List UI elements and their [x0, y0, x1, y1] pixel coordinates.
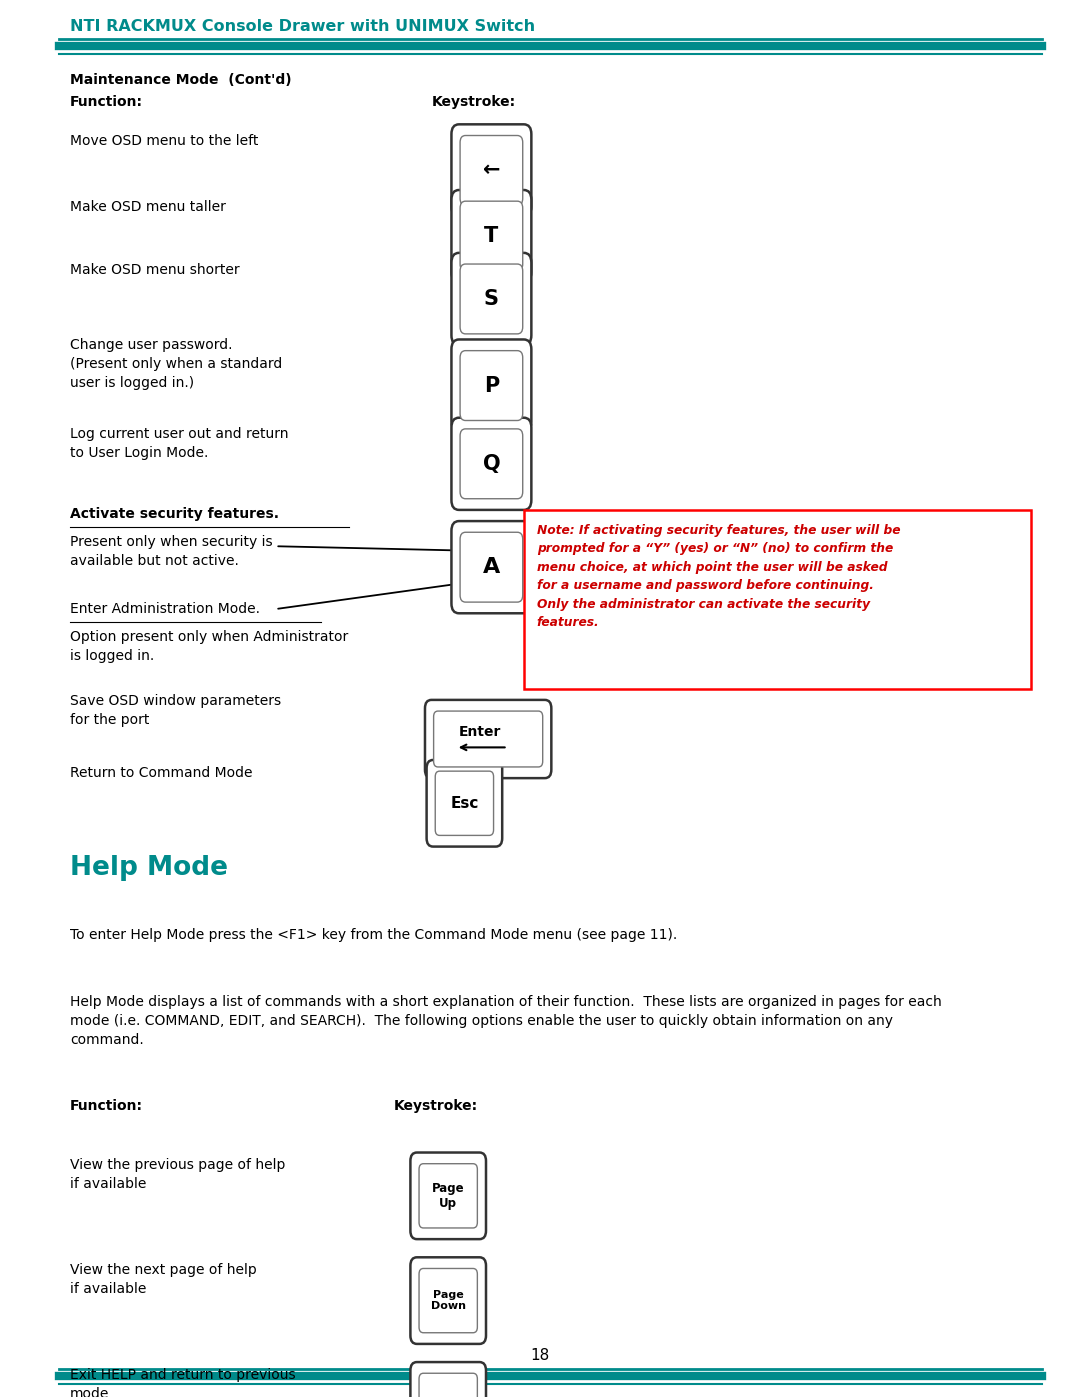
Text: Note: If activating security features, the user will be
prompted for a “Y” (yes): Note: If activating security features, t…: [537, 524, 901, 630]
Text: P: P: [484, 376, 499, 395]
Text: Page
Down: Page Down: [431, 1289, 465, 1312]
Text: A: A: [483, 557, 500, 577]
FancyBboxPatch shape: [419, 1164, 477, 1228]
Text: NTI RACKMUX Console Drawer with UNIMUX Switch: NTI RACKMUX Console Drawer with UNIMUX S…: [70, 18, 536, 34]
Text: ←: ←: [483, 161, 500, 180]
Text: Help Mode displays a list of commands with a short explanation of their function: Help Mode displays a list of commands wi…: [70, 995, 942, 1046]
FancyBboxPatch shape: [410, 1362, 486, 1397]
Text: Enter: Enter: [458, 725, 501, 739]
FancyBboxPatch shape: [427, 760, 502, 847]
FancyBboxPatch shape: [410, 1153, 486, 1239]
Text: Move OSD menu to the left: Move OSD menu to the left: [70, 134, 258, 148]
FancyBboxPatch shape: [426, 700, 551, 778]
FancyBboxPatch shape: [460, 351, 523, 420]
FancyBboxPatch shape: [451, 124, 531, 217]
FancyBboxPatch shape: [460, 201, 523, 271]
Text: Enter Administration Mode.: Enter Administration Mode.: [70, 602, 260, 616]
FancyBboxPatch shape: [460, 136, 523, 205]
Text: View the next page of help
if available: View the next page of help if available: [70, 1263, 257, 1296]
Text: Esc: Esc: [450, 796, 478, 810]
Text: Present only when security is
available but not active.: Present only when security is available …: [70, 535, 273, 569]
FancyBboxPatch shape: [451, 253, 531, 345]
FancyBboxPatch shape: [419, 1268, 477, 1333]
FancyBboxPatch shape: [451, 339, 531, 432]
Text: Keystroke:: Keystroke:: [432, 95, 516, 109]
Text: Make OSD menu taller: Make OSD menu taller: [70, 200, 226, 214]
Text: Function:: Function:: [70, 95, 144, 109]
Text: Help Mode: Help Mode: [70, 855, 228, 882]
Text: Activate security features.: Activate security features.: [70, 507, 280, 521]
Text: View the previous page of help
if available: View the previous page of help if availa…: [70, 1158, 285, 1192]
FancyBboxPatch shape: [434, 711, 543, 767]
FancyBboxPatch shape: [410, 1257, 486, 1344]
FancyBboxPatch shape: [451, 521, 531, 613]
Text: S: S: [484, 289, 499, 309]
FancyBboxPatch shape: [524, 510, 1031, 689]
FancyBboxPatch shape: [451, 190, 531, 282]
Text: Page
Up: Page Up: [432, 1182, 464, 1210]
FancyBboxPatch shape: [460, 264, 523, 334]
FancyBboxPatch shape: [460, 532, 523, 602]
Text: T: T: [484, 226, 499, 246]
FancyBboxPatch shape: [419, 1373, 477, 1397]
FancyBboxPatch shape: [451, 418, 531, 510]
Text: Change user password.
(Present only when a standard
user is logged in.): Change user password. (Present only when…: [70, 338, 283, 390]
Text: Keystroke:: Keystroke:: [394, 1099, 478, 1113]
Text: Save OSD window parameters
for the port: Save OSD window parameters for the port: [70, 694, 281, 728]
Text: Return to Command Mode: Return to Command Mode: [70, 766, 253, 780]
Text: Make OSD menu shorter: Make OSD menu shorter: [70, 263, 240, 277]
Text: 18: 18: [530, 1348, 550, 1363]
Text: Function:: Function:: [70, 1099, 144, 1113]
Text: Q: Q: [483, 454, 500, 474]
Text: Maintenance Mode  (Cont'd): Maintenance Mode (Cont'd): [70, 73, 292, 87]
Text: Log current user out and return
to User Login Mode.: Log current user out and return to User …: [70, 427, 288, 461]
FancyBboxPatch shape: [460, 429, 523, 499]
FancyBboxPatch shape: [435, 771, 494, 835]
Text: Exit HELP and return to previous
mode: Exit HELP and return to previous mode: [70, 1368, 296, 1397]
Text: To enter Help Mode press the <F1> key from the Command Mode menu (see page 11).: To enter Help Mode press the <F1> key fr…: [70, 928, 677, 942]
Text: Option present only when Administrator
is logged in.: Option present only when Administrator i…: [70, 630, 349, 664]
